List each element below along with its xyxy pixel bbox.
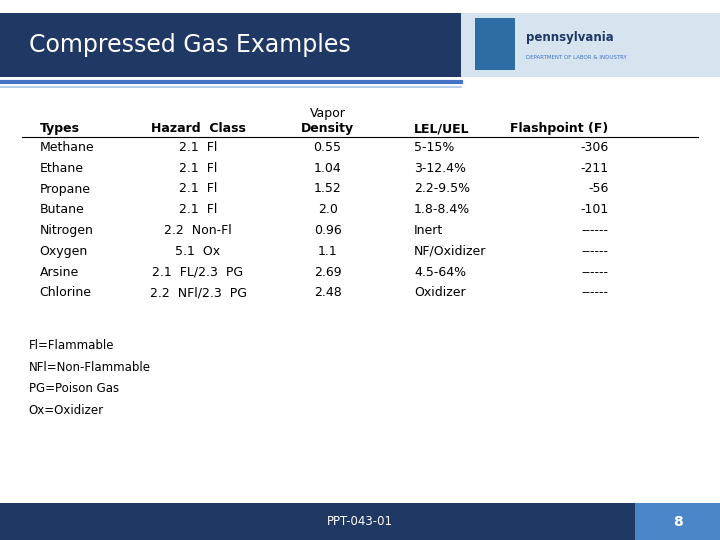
Text: 1.04: 1.04 [314, 161, 341, 175]
Text: 2.48: 2.48 [314, 286, 341, 300]
Text: Types: Types [40, 122, 80, 135]
Text: Nitrogen: Nitrogen [40, 224, 94, 237]
Text: Propane: Propane [40, 183, 91, 195]
Text: PG=Poison Gas: PG=Poison Gas [29, 382, 119, 395]
Text: Methane: Methane [40, 141, 94, 154]
Text: 2.1  Fl: 2.1 Fl [179, 203, 217, 217]
Text: DEPARTMENT OF LABOR & INDUSTRY: DEPARTMENT OF LABOR & INDUSTRY [526, 55, 626, 60]
Text: Flashpoint (F): Flashpoint (F) [510, 122, 608, 135]
FancyBboxPatch shape [461, 13, 720, 77]
Text: -101: -101 [580, 203, 608, 217]
Text: 2.0: 2.0 [318, 203, 338, 217]
Text: Arsine: Arsine [40, 266, 79, 279]
Text: 3-12.4%: 3-12.4% [414, 161, 466, 175]
Text: ------: ------ [582, 224, 608, 237]
Text: pennsylvania: pennsylvania [526, 31, 613, 44]
Text: 0.55: 0.55 [314, 141, 341, 154]
Text: LEL/UEL: LEL/UEL [414, 122, 469, 135]
Text: -211: -211 [580, 161, 608, 175]
Text: Oxidizer: Oxidizer [414, 286, 466, 300]
Text: 5.1  Ox: 5.1 Ox [176, 245, 220, 258]
Text: PPT-043-01: PPT-043-01 [327, 515, 393, 528]
FancyBboxPatch shape [635, 503, 720, 540]
FancyBboxPatch shape [0, 503, 720, 540]
Text: Ox=Oxidizer: Ox=Oxidizer [29, 404, 104, 417]
Text: NFl=Non-Flammable: NFl=Non-Flammable [29, 361, 150, 374]
Text: 1.52: 1.52 [314, 183, 341, 195]
Text: Density: Density [301, 122, 354, 135]
Text: -306: -306 [580, 141, 608, 154]
Text: 1.1: 1.1 [318, 245, 338, 258]
Text: 2.1  FL/2.3  PG: 2.1 FL/2.3 PG [153, 266, 243, 279]
Text: Inert: Inert [414, 224, 444, 237]
Text: 2.2  NFl/2.3  PG: 2.2 NFl/2.3 PG [150, 286, 246, 300]
Text: Vapor: Vapor [310, 107, 346, 120]
Text: ------: ------ [582, 266, 608, 279]
Text: 0.96: 0.96 [314, 224, 341, 237]
Text: 4.5-64%: 4.5-64% [414, 266, 466, 279]
Text: Hazard  Class: Hazard Class [150, 122, 246, 135]
Text: 2.1  Fl: 2.1 Fl [179, 141, 217, 154]
FancyBboxPatch shape [475, 18, 515, 70]
Text: Chlorine: Chlorine [40, 286, 91, 300]
Text: 2.2  Non-Fl: 2.2 Non-Fl [164, 224, 232, 237]
Text: Compressed Gas Examples: Compressed Gas Examples [29, 33, 351, 57]
Text: 1.8-8.4%: 1.8-8.4% [414, 203, 470, 217]
Text: 2.1  Fl: 2.1 Fl [179, 161, 217, 175]
Text: Oxygen: Oxygen [40, 245, 88, 258]
Text: Butane: Butane [40, 203, 84, 217]
Text: Fl=Flammable: Fl=Flammable [29, 339, 114, 352]
Text: 5-15%: 5-15% [414, 141, 454, 154]
Text: NF/Oxidizer: NF/Oxidizer [414, 245, 487, 258]
Text: 2.2-9.5%: 2.2-9.5% [414, 183, 470, 195]
Text: Ethane: Ethane [40, 161, 84, 175]
Text: ------: ------ [582, 286, 608, 300]
Text: 2.69: 2.69 [314, 266, 341, 279]
Text: 8: 8 [672, 515, 683, 529]
Text: -56: -56 [588, 183, 608, 195]
Text: ------: ------ [582, 245, 608, 258]
Text: 2.1  Fl: 2.1 Fl [179, 183, 217, 195]
FancyBboxPatch shape [0, 13, 461, 77]
